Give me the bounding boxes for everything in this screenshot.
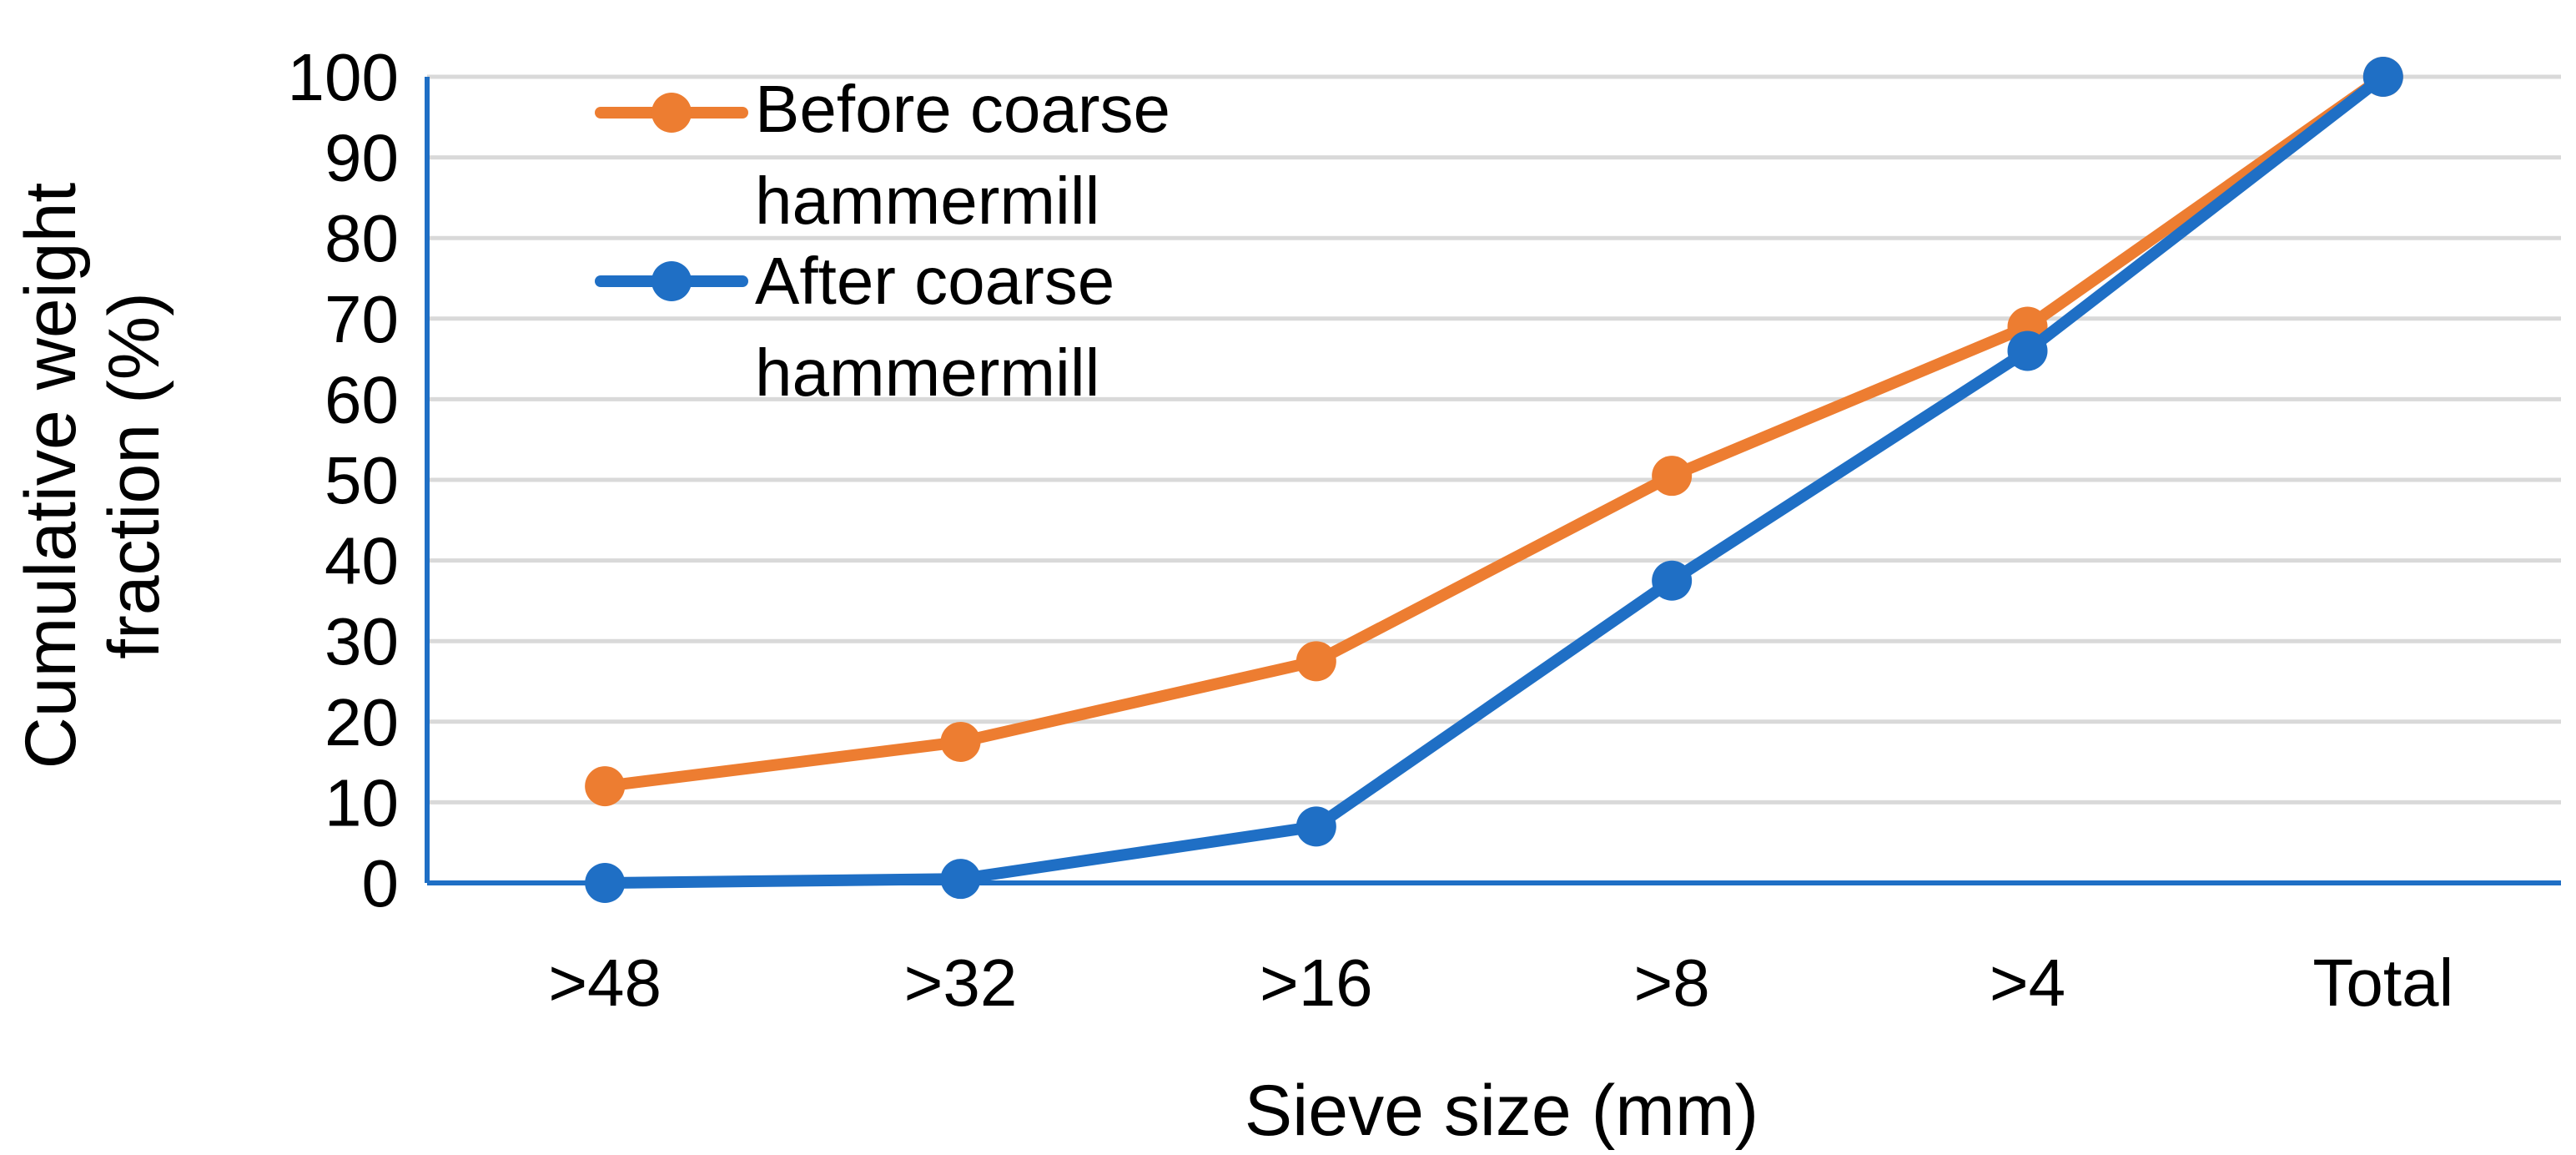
series-1-line [599, 71, 2389, 889]
series-0-point-2 [1296, 641, 1336, 682]
y-tick-label-100: 100 [288, 40, 399, 114]
legend-label-before-line-1: Before coarse [755, 72, 1170, 146]
series-1-point-0 [585, 863, 626, 903]
series-1-point-2 [1296, 806, 1336, 847]
x-tick-labels: >48 >32 >16 >8 >4 Total [548, 946, 2453, 1020]
legend-label-after-line-1: After coarse [755, 244, 1114, 318]
series-1-point-1 [940, 859, 981, 900]
legend-marker-after [652, 261, 692, 301]
x-tick-label-0: >48 [548, 946, 662, 1020]
legend-label-after-line-2: hammermill [755, 335, 1099, 410]
x-tick-label-3: >8 [1634, 946, 1710, 1020]
legend-marker-before [652, 93, 692, 133]
series-1-point-3 [1652, 560, 1693, 601]
legend-label-before-line-2: hammermill [755, 164, 1099, 238]
y-tick-label-20: 20 [325, 685, 399, 759]
legend: Before coarse hammermill After coarse ha… [595, 72, 1170, 410]
series-0-point-1 [940, 721, 981, 762]
gridlines [427, 74, 2561, 804]
y-tick-label-90: 90 [325, 121, 399, 195]
series-0-point-3 [1652, 456, 1693, 497]
y-tick-label-10: 10 [325, 765, 399, 840]
series-0-line [599, 71, 2389, 793]
y-tick-label-60: 60 [325, 362, 399, 436]
x-tick-label-4: >4 [1990, 946, 2065, 1020]
y-tick-label-70: 70 [325, 282, 399, 356]
series-0-point-0 [585, 766, 626, 807]
legend-item-after: After coarse hammermill [595, 244, 1114, 410]
series-1 [585, 57, 2403, 903]
legend-item-before: Before coarse hammermill [595, 72, 1170, 238]
y-tick-label-80: 80 [325, 201, 399, 275]
x-axis-title: Sieve size (mm) [1245, 1071, 1758, 1151]
y-axis-title: Cumulative weight fraction (%) [11, 183, 174, 769]
x-tick-label-1: >32 [904, 946, 1018, 1020]
series-1-point-5 [2362, 57, 2403, 97]
y-tick-label-30: 30 [325, 604, 399, 678]
y-axis-title-line-2: fraction (%) [94, 292, 174, 659]
y-tick-label-40: 40 [325, 524, 399, 598]
series [585, 57, 2403, 903]
x-tick-label-5: Total [2312, 946, 2453, 1020]
y-tick-label-50: 50 [325, 443, 399, 517]
y-tick-label-0: 0 [362, 846, 400, 920]
x-tick-label-2: >16 [1260, 946, 1373, 1020]
series-1-point-4 [2007, 330, 2048, 371]
y-axis-title-line-1: Cumulative weight [11, 183, 91, 769]
